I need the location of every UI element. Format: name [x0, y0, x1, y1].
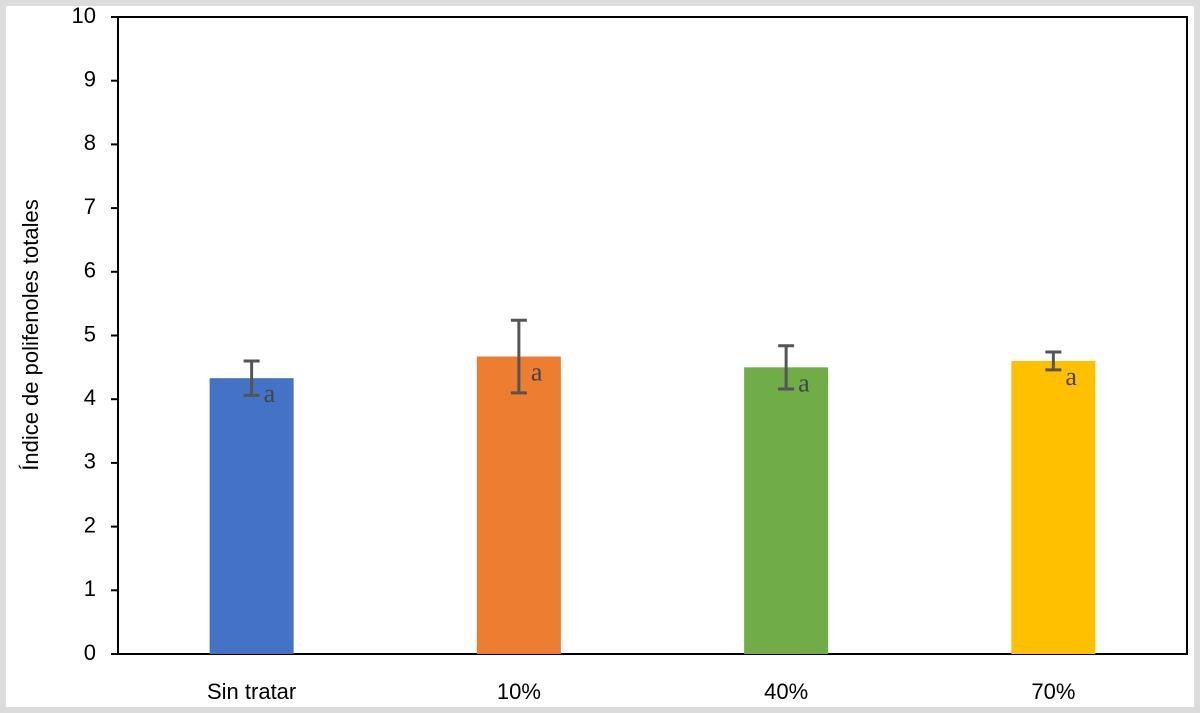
- bar: [744, 367, 829, 654]
- bar: [209, 378, 294, 654]
- y-tick-label: 0: [84, 640, 96, 665]
- x-tick-label: 40%: [764, 679, 808, 704]
- significance-letter: a: [1065, 362, 1077, 391]
- y-tick-label: 8: [84, 130, 96, 155]
- x-tick-label: Sin tratar: [207, 679, 296, 704]
- y-tick-label: 2: [84, 512, 96, 537]
- y-tick-label: 10: [72, 3, 96, 28]
- x-tick-label: 70%: [1031, 679, 1075, 704]
- bar: [1011, 360, 1096, 654]
- y-tick-label: 1: [84, 576, 96, 601]
- y-tick-label: 3: [84, 449, 96, 474]
- significance-letter: a: [264, 379, 276, 408]
- significance-letter: a: [798, 368, 810, 397]
- y-tick-label: 6: [84, 258, 96, 283]
- y-axis-label: Índice de polifenoles totales: [18, 199, 43, 471]
- y-tick-label: 4: [84, 385, 96, 410]
- y-tick-label: 7: [84, 194, 96, 219]
- y-tick-label: 5: [84, 321, 96, 346]
- significance-letter: a: [531, 357, 543, 386]
- x-tick-label: 10%: [497, 679, 541, 704]
- y-tick-label: 9: [84, 67, 96, 92]
- bar: [476, 356, 561, 654]
